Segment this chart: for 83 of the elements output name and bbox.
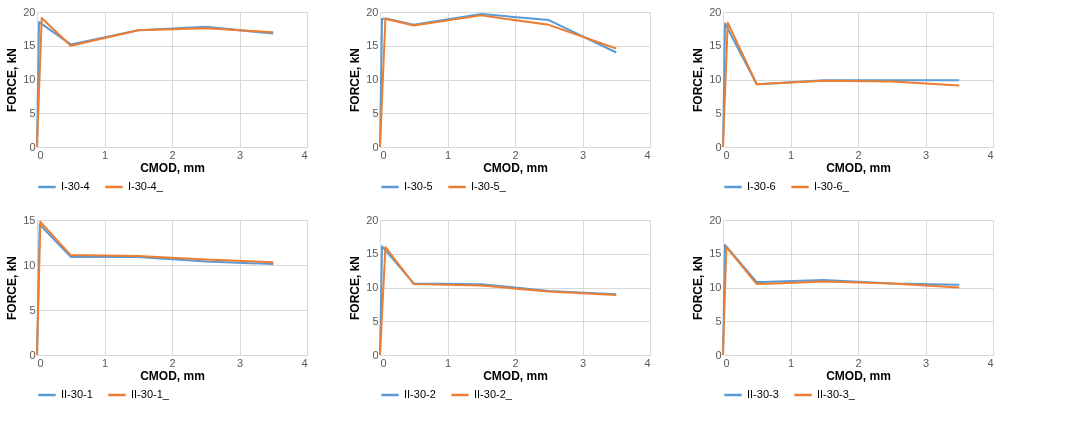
y-tick-label: 0 [29,348,36,361]
legend-label: II-30-3_ [817,388,856,400]
y-tick-label: 0 [715,140,722,153]
x-tick-label: 3 [922,148,930,161]
y-axis-title: FORCE, kN [5,255,20,321]
y-tick-label: 15 [366,247,379,260]
x-tick-label: 2 [512,356,519,369]
legend-label: I-30-5_ [471,180,507,192]
x-tick-label: 0 [723,356,730,369]
x-tick-label: 2 [855,148,862,161]
x-tick-label: 1 [101,148,109,161]
y-tick-label: 10 [709,73,722,85]
y-axis-title: FORCE, kN [348,47,363,113]
x-tick-label: 3 [236,148,244,161]
y-tick-label: 5 [715,106,722,119]
y-tick-label: 0 [29,140,36,153]
y-tick-label: 5 [715,314,722,327]
y-tick-label: 20 [366,213,379,226]
y-tick-label: 20 [709,5,722,18]
y-tick-label: 15 [23,39,36,52]
x-tick-label: 1 [101,356,109,369]
y-tick-label: 15 [366,39,379,52]
y-tick-label: 5 [372,106,379,119]
x-axis-title: CMOD, mm [826,160,891,175]
legend-label: I-30-4_ [128,180,164,192]
y-axis-title: FORCE, kN [691,47,706,113]
x-tick-label: 2 [855,356,862,369]
x-tick-label: 0 [723,148,730,161]
x-tick-label: 4 [644,148,651,161]
y-tick-label: 0 [372,348,379,361]
x-tick-label: 2 [169,148,176,161]
x-tick-label: 4 [987,356,994,369]
y-tick-label: 5 [29,106,36,119]
x-tick-label: 4 [644,356,651,369]
x-tick-label: 4 [301,148,308,161]
y-tick-label: 10 [709,281,722,293]
x-tick-label: 1 [787,148,795,161]
y-tick-label: 10 [23,73,36,85]
legend-label: II-30-3 [747,388,779,400]
x-axis-title: CMOD, mm [483,160,548,175]
y-tick-label: 5 [372,314,379,327]
x-tick-label: 3 [579,148,587,161]
legend-label: I-30-6_ [814,180,850,192]
x-axis-title: CMOD, mm [826,368,891,383]
y-tick-label: 20 [709,213,722,226]
legend-label: II-30-1_ [131,388,170,400]
y-tick-label: 20 [366,5,379,18]
x-axis-title: CMOD, mm [140,368,205,383]
y-tick-label: 0 [372,140,379,153]
x-tick-label: 1 [444,148,452,161]
x-tick-label: 4 [301,356,308,369]
y-axis-title: FORCE, kN [5,47,20,113]
y-tick-label: 20 [23,5,36,18]
x-tick-label: 2 [169,356,176,369]
x-tick-label: 1 [787,356,795,369]
legend-label: II-30-2_ [474,388,513,400]
x-tick-label: 3 [236,356,244,369]
y-axis-title: FORCE, kN [691,255,706,321]
y-axis-title: FORCE, kN [348,255,363,321]
x-axis-title: CMOD, mm [483,368,548,383]
legend-label: I-30-6 [747,180,776,192]
y-tick-label: 15 [23,213,36,226]
x-tick-label: 2 [512,148,519,161]
x-tick-label: 1 [444,356,452,369]
legend-label: II-30-2 [404,388,436,400]
x-tick-label: 0 [37,148,44,161]
y-tick-label: 0 [715,348,722,361]
x-tick-label: 0 [37,356,44,369]
y-tick-label: 15 [709,247,722,260]
legend-label: II-30-1 [61,388,93,400]
legend-label: I-30-5 [404,180,433,192]
y-tick-label: 5 [29,303,36,316]
legend-label: I-30-4 [61,180,90,192]
y-tick-label: 10 [366,73,379,85]
x-tick-label: 4 [987,148,994,161]
x-tick-label: 3 [579,356,587,369]
y-tick-label: 10 [366,281,379,293]
x-axis-title: CMOD, mm [140,160,205,175]
x-tick-label: 0 [380,356,387,369]
y-tick-label: 15 [709,39,722,52]
x-tick-label: 0 [380,148,387,161]
y-tick-label: 10 [23,258,36,271]
x-tick-label: 3 [922,356,930,369]
